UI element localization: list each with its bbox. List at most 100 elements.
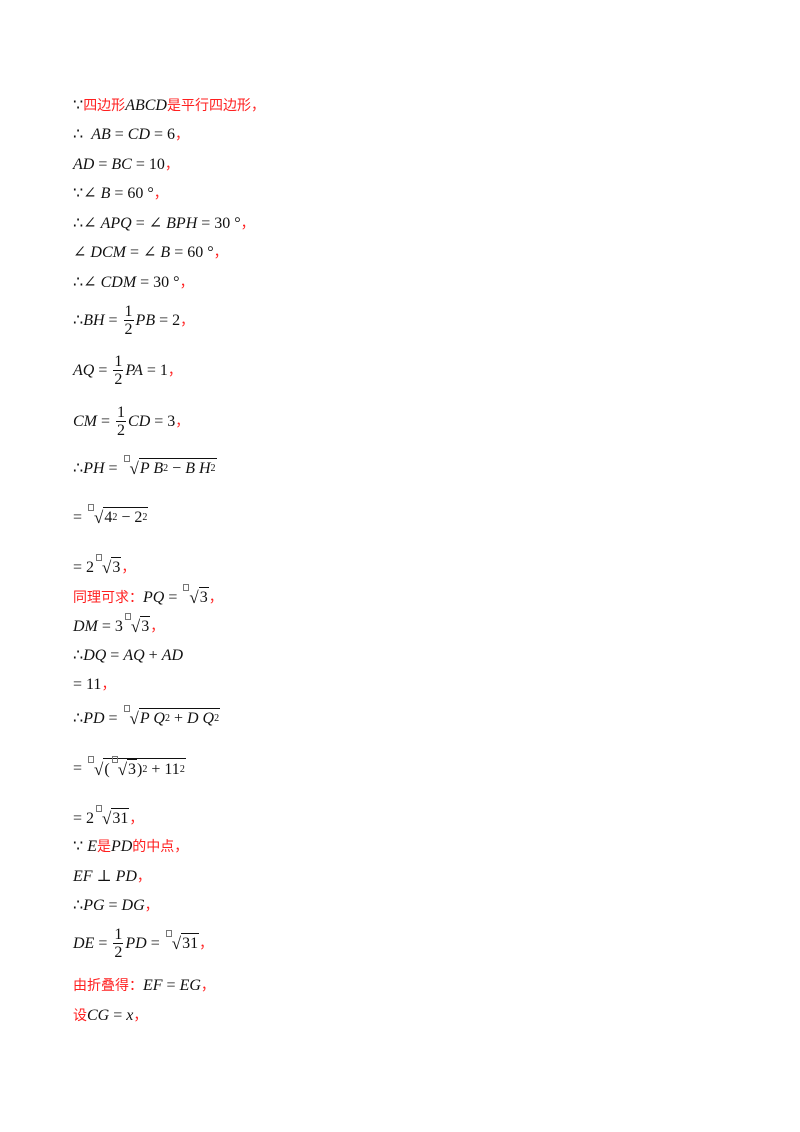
math-text: = xyxy=(162,977,180,994)
square-root: √(√ 3) 2 + 11 2 xyxy=(88,756,186,780)
math-text: = 60 ° xyxy=(170,244,214,261)
math-variable: PG xyxy=(83,897,105,914)
solution-line: ∵ 四边形 ABCD 是平行四边形， xyxy=(73,96,265,116)
solution-line: AQ = 1 2 PA = 1， xyxy=(73,353,182,388)
math-text: = 11 xyxy=(73,676,102,693)
red-text: ， xyxy=(213,245,228,261)
red-text: ， xyxy=(121,559,136,576)
solution-line: AD = BC = 10， xyxy=(73,155,179,175)
red-text: 的中点， xyxy=(132,839,189,855)
math-variable: BH xyxy=(83,311,105,329)
red-text: 是平行四边形， xyxy=(166,98,265,114)
math-text: 4 xyxy=(104,509,113,526)
math-text: = xyxy=(146,934,164,952)
math-text: = xyxy=(104,459,122,477)
math-variable: BC xyxy=(111,156,132,173)
math-text: = 1 xyxy=(142,361,168,379)
math-text: = xyxy=(97,412,115,430)
math-text: 31 xyxy=(112,810,129,827)
math-variable: AD xyxy=(161,647,184,664)
red-text: ， xyxy=(167,362,182,379)
math-text: ∵∠ xyxy=(73,185,101,202)
math-variable: PH xyxy=(83,459,105,477)
math-variable: CDM xyxy=(100,274,137,291)
solution-line: DM = 3 √ 3， xyxy=(73,613,165,637)
denominator: 2 xyxy=(117,422,126,439)
math-text: = xyxy=(73,760,87,777)
radical-icon: √ xyxy=(88,504,103,528)
solution-line: ∴∠ APQ = ∠ BPH = 30 °， xyxy=(73,214,255,234)
solution-line: 设 CG = x， xyxy=(73,1006,147,1026)
math-variable: PD xyxy=(125,934,147,952)
math-variable: AQ xyxy=(123,647,145,664)
red-text: 由折叠得： xyxy=(73,978,143,994)
math-variable: PD xyxy=(83,709,105,727)
math-variable: EG xyxy=(179,977,201,994)
math-variable: CM xyxy=(73,412,97,430)
solution-line: DE = 1 2 PD = √ 31， xyxy=(73,926,213,961)
square-root: √ 31 xyxy=(165,930,200,954)
math-variable: DCM xyxy=(90,244,126,261)
math-text: = xyxy=(110,126,128,143)
math-variable: PD xyxy=(115,868,137,885)
radical-icon: √ xyxy=(123,705,139,729)
math-text: = 3 xyxy=(97,617,123,635)
math-text: = 10 xyxy=(131,156,165,173)
solution-line: ∠ DCM = ∠ B = 60 °， xyxy=(73,243,228,263)
math-variable: ABCD xyxy=(125,97,167,114)
red-text: ， xyxy=(150,618,165,635)
math-variable: PD xyxy=(110,838,133,855)
math-text: = ∠ xyxy=(131,215,167,232)
math-variable: DM xyxy=(73,617,98,635)
math-text: = xyxy=(106,647,124,664)
math-variable: DG xyxy=(121,897,145,914)
red-text: ， xyxy=(129,810,144,827)
math-text: = 2 xyxy=(73,558,95,576)
math-text: = xyxy=(164,588,182,606)
math-text: 31 xyxy=(182,935,199,952)
solution-line: CM = 1 2 CD = 3， xyxy=(73,404,189,439)
red-text: ， xyxy=(175,413,190,430)
math-text: ∴ xyxy=(73,311,84,329)
math-variable: PQ xyxy=(143,588,165,606)
math-variable: EF xyxy=(143,977,163,994)
math-text: = 30 ° xyxy=(136,274,180,291)
solution-line: ∴ PG = DG， xyxy=(73,896,159,916)
red-text: 同理可求： xyxy=(73,589,143,606)
math-variable: B xyxy=(100,185,111,202)
red-text: ， xyxy=(144,898,159,914)
solution-line: ∴ DQ = AQ + AD xyxy=(73,646,183,666)
square-root: √ 31 xyxy=(96,805,130,829)
math-text: = xyxy=(94,361,112,379)
square-root: √ 3 xyxy=(183,584,209,608)
math-variable: x xyxy=(126,1007,134,1024)
solution-line: EF ⊥ PD， xyxy=(73,867,151,887)
math-text: ∴ xyxy=(73,459,84,477)
radical-icon: √ xyxy=(183,584,199,608)
radical-icon: √ xyxy=(165,930,181,954)
red-text: ， xyxy=(208,589,223,606)
math-text: + xyxy=(169,710,187,727)
math-text: + 11 xyxy=(147,760,180,778)
red-text: 四边形 xyxy=(83,98,126,114)
math-text: ⊥ xyxy=(92,868,116,885)
math-variable: D Q xyxy=(186,710,215,727)
solution-line: = 2 √ 31， xyxy=(73,805,144,829)
math-text: = ∠ xyxy=(125,244,161,261)
numerator: 1 xyxy=(116,404,127,422)
math-text: ∴∠ xyxy=(73,274,101,291)
square-root: √ 3 xyxy=(111,756,138,780)
radicand: 3 xyxy=(198,587,209,608)
math-text: ∵ xyxy=(73,97,84,114)
red-text: ， xyxy=(101,677,116,693)
math-text: = 2 xyxy=(155,311,181,329)
